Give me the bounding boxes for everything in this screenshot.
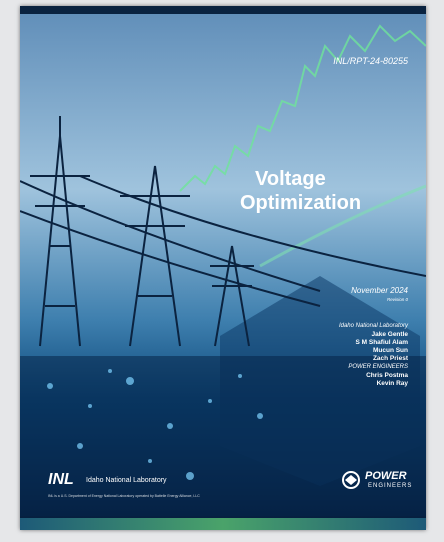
inl-logo: INL [48, 471, 74, 489]
author: Zach Priest [339, 355, 408, 363]
cover-art [20, 6, 426, 530]
partner-logo: POWER [365, 470, 407, 482]
bottom-band [20, 518, 426, 530]
revision: Revision 0 [387, 297, 408, 302]
organization: Idaho National Laboratory [339, 322, 408, 331]
partner-icon [338, 470, 364, 490]
disclaimer: INL is a U.S. Department of Energy Natio… [48, 494, 200, 498]
report-cover: INL/RPT-24-80255 Voltage Optimization No… [20, 6, 426, 530]
title: Voltage [255, 168, 326, 191]
top-band [20, 6, 426, 14]
page: INL/RPT-24-80255 Voltage Optimization No… [0, 0, 444, 542]
author-block: Idaho National Laboratory Jake Gentle S … [339, 322, 408, 388]
inl-name: Idaho National Laboratory [86, 477, 167, 484]
title: Optimization [240, 192, 361, 215]
date: November 2024 [351, 286, 408, 295]
author: Jake Gentle [339, 331, 408, 339]
partner-logo-sub: ENGINEERS [368, 483, 412, 489]
author: Chris Postma [339, 372, 408, 380]
author: Mucun Sun [339, 347, 408, 355]
report-number: INL/RPT-24-80255 [333, 56, 408, 66]
author: Kevin Ray [339, 380, 408, 388]
author: S M Shafiul Alam [339, 339, 408, 347]
organization: POWER ENGINEERS [339, 363, 408, 372]
